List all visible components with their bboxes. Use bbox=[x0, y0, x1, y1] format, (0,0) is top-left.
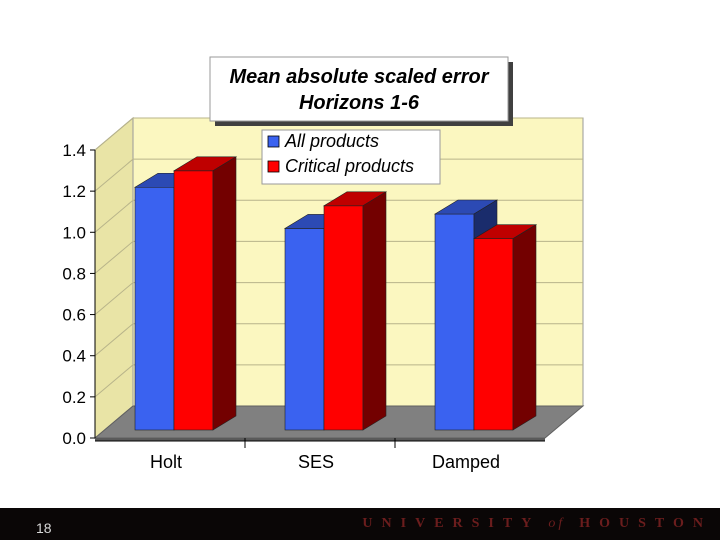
bar-front bbox=[473, 238, 514, 431]
x-tick-label: SES bbox=[298, 452, 334, 472]
y-tick-label: 0.6 bbox=[62, 306, 86, 325]
y-tick-label: 1.4 bbox=[62, 141, 86, 160]
x-axis: Holt SES Damped bbox=[95, 438, 545, 472]
chart-title-box: Mean absolute scaled error Horizons 1-6 bbox=[209, 56, 513, 126]
bar-side bbox=[212, 156, 237, 431]
title-frame bbox=[209, 56, 509, 122]
gridline bbox=[94, 199, 583, 233]
logo-houston-word: HOUSTON bbox=[579, 516, 712, 531]
gridline bbox=[94, 282, 583, 315]
y-tick-label: 0.4 bbox=[62, 347, 86, 366]
chart-title-line2: Horizons 1-6 bbox=[299, 92, 420, 114]
bar-front bbox=[323, 205, 364, 431]
x-tick-label: Damped bbox=[432, 452, 500, 472]
legend-label: Critical products bbox=[285, 156, 414, 176]
legend: All products Critical products bbox=[261, 129, 441, 185]
bar-chart: 0.0 0.2 0.4 0.6 0.8 1.0 1.2 1.4 Holt SES Damped A… bbox=[62, 56, 585, 472]
y-tick-label: 0.0 bbox=[62, 429, 86, 448]
legend-swatch bbox=[267, 160, 280, 173]
logo-of-word: of bbox=[548, 516, 566, 531]
legend-box bbox=[261, 129, 441, 185]
x-tick-label: Holt bbox=[150, 452, 182, 472]
bar-front bbox=[284, 228, 325, 431]
side-wall bbox=[94, 116, 134, 440]
bar-side bbox=[512, 224, 537, 431]
logo-university-word: UNIVERSITY bbox=[362, 516, 541, 531]
university-logo: UNIVERSITY of HOUSTON bbox=[362, 516, 712, 532]
y-axis: 0.0 0.2 0.4 0.6 0.8 1.0 1.2 1.4 bbox=[62, 141, 96, 448]
y-tick-label: 0.2 bbox=[62, 388, 86, 407]
y-tick-label: 1.2 bbox=[62, 182, 86, 201]
bar-side bbox=[362, 191, 387, 431]
y-tick-label: 1.0 bbox=[62, 223, 86, 242]
chart-title-line1: Mean absolute scaled error bbox=[230, 66, 490, 88]
bar-front bbox=[173, 170, 214, 431]
gridline bbox=[94, 364, 583, 398]
y-tick-label: 0.8 bbox=[62, 264, 86, 283]
gridline bbox=[94, 323, 583, 357]
bar-front bbox=[134, 186, 175, 431]
gridline bbox=[94, 240, 583, 274]
bar-front bbox=[434, 213, 475, 431]
slide-footer: 18 UNIVERSITY of HOUSTON bbox=[0, 508, 720, 540]
slide-number: 18 bbox=[36, 520, 52, 536]
bars-group bbox=[133, 156, 538, 431]
floor-edge bbox=[95, 438, 545, 441]
legend-swatch bbox=[267, 135, 280, 148]
legend-label: All products bbox=[284, 131, 379, 151]
